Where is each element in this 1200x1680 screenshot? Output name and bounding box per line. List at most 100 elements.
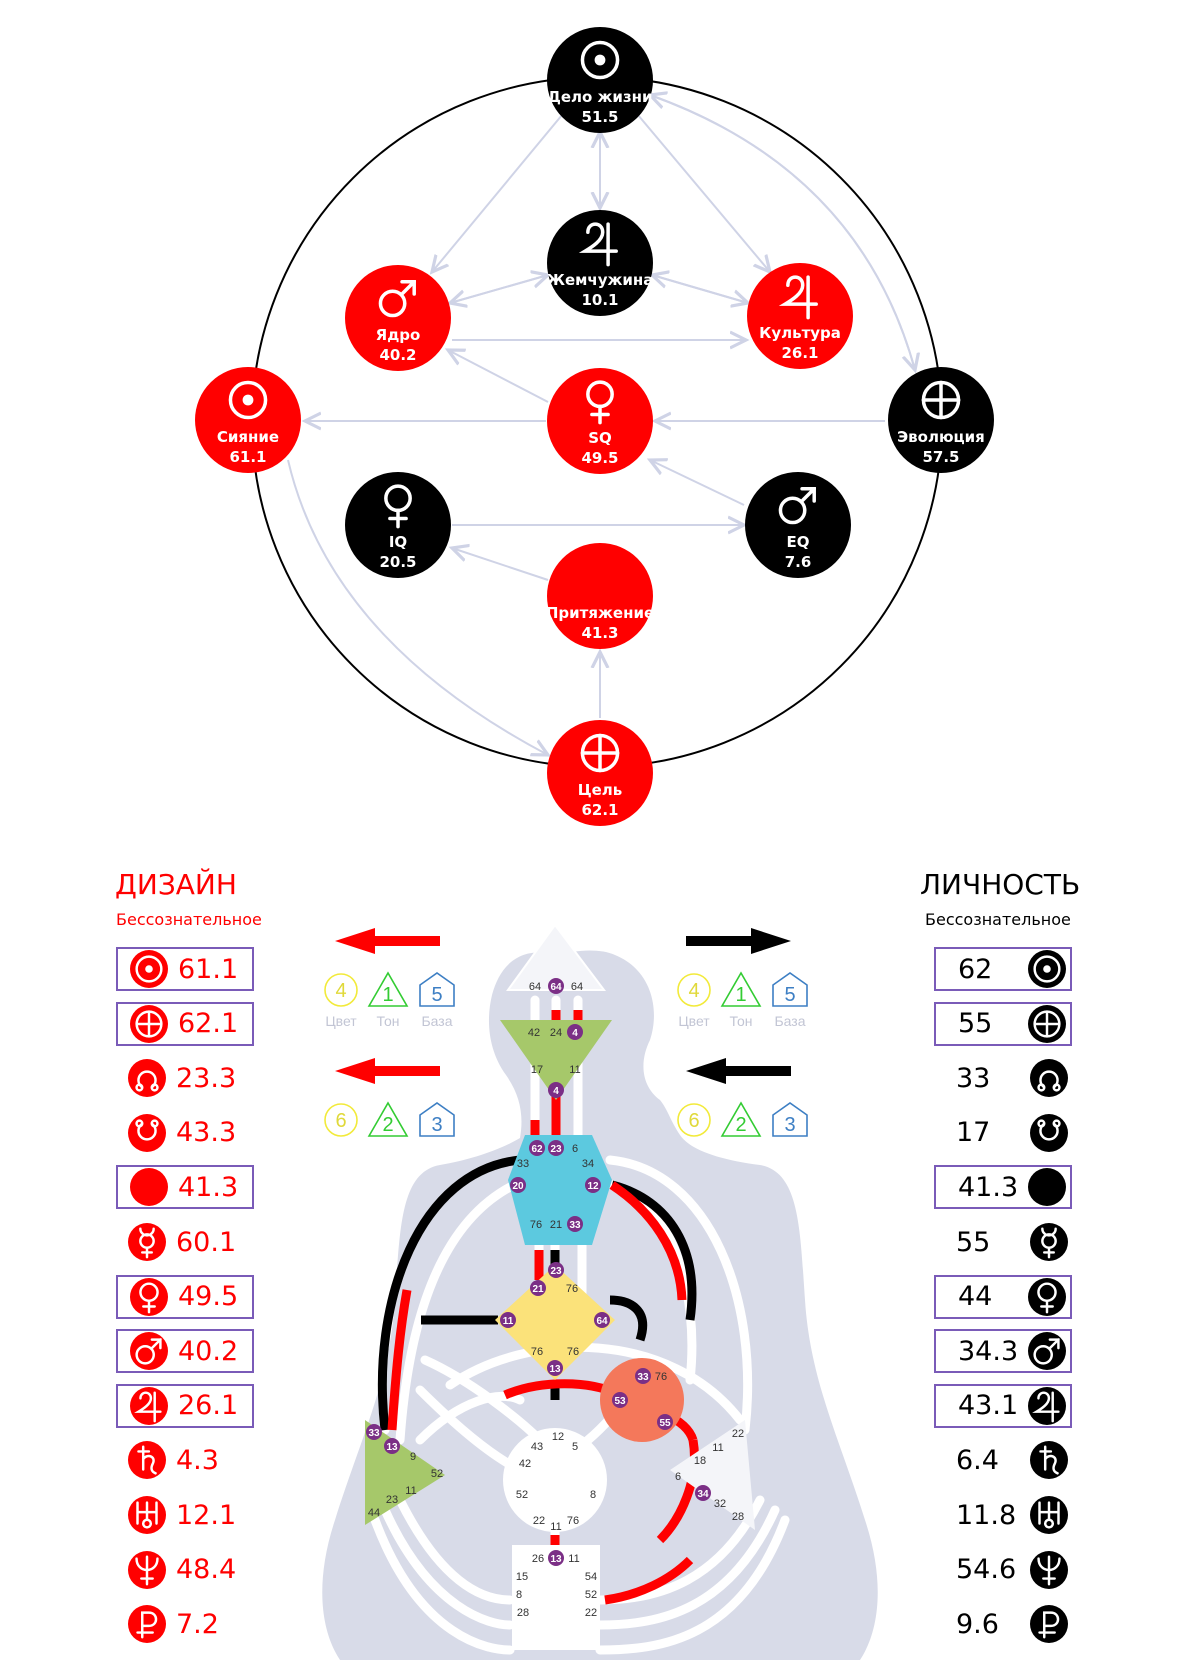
saturn-icon: [128, 1441, 166, 1480]
channel-solar-root-3: [595, 1515, 790, 1655]
color-label: Цвет: [325, 1013, 357, 1029]
personality-planet-row: 17: [934, 1111, 1072, 1155]
jupiter-icon: [1028, 1386, 1066, 1425]
gate-activation: 21: [530, 1280, 546, 1296]
gate-number: 43: [531, 1441, 543, 1453]
color-circle-icon: [324, 973, 358, 1007]
gate-number: 28: [517, 1607, 529, 1619]
venus-icon: [139, 1282, 159, 1314]
south-node-icon: [128, 1113, 166, 1152]
north-node-icon: [135, 1070, 159, 1092]
gate-dot: [695, 1485, 711, 1501]
personality-planet-row: 54.6: [934, 1548, 1072, 1592]
wheel-node-label: Ядро: [376, 326, 421, 344]
design-planet-row: 23.3: [116, 1056, 254, 1100]
channel-spleen-root-1: [395, 1495, 515, 1605]
personality-planet-row: 34.3: [934, 1329, 1072, 1374]
wheel-node-label: IQ: [389, 533, 407, 551]
moon-icon: [141, 1175, 153, 1199]
personality-planet-row: 41.3: [934, 1165, 1072, 1210]
neptune-icon: [135, 1555, 159, 1586]
gate-number: 22: [585, 1607, 597, 1619]
sun-icon: [580, 40, 620, 80]
gate-number: 8: [590, 1489, 596, 1501]
saturn-icon: [1030, 1441, 1068, 1480]
color-number: 4: [688, 980, 699, 1002]
mars-icon: [778, 487, 816, 525]
gate-number: 64: [571, 981, 583, 993]
personality-planet-row: 55: [934, 1001, 1072, 1046]
personality-planet-value: 62: [958, 953, 993, 985]
gate-number: 76: [566, 1283, 578, 1295]
gate-activation: 13: [547, 1360, 563, 1376]
design-planet-row: 48.4: [116, 1548, 254, 1592]
gate-dot: [548, 1550, 564, 1566]
gate-number: 9: [410, 1451, 416, 1463]
sun-icon: [135, 955, 163, 983]
gate-activation: 12: [585, 1177, 601, 1193]
mercury-icon: [139, 1227, 155, 1259]
gate-dot-number: 13: [550, 1554, 562, 1565]
gate-dot: [384, 1438, 400, 1454]
wheel-diagram: Дело жизни 51.5 Жемчужина 10.1 Ядро 40.2 Культ…: [195, 27, 994, 826]
tone-triangle-icon: [720, 1101, 762, 1137]
venus-icon: [1037, 1282, 1057, 1314]
gate-dot-number: 12: [587, 1181, 599, 1192]
gate-number: 34: [582, 1158, 594, 1170]
channel-solar-root-2: [595, 1505, 780, 1630]
gate-activation: 11: [500, 1312, 516, 1328]
gate-activation: 13: [548, 1550, 564, 1566]
personality-planet-row: 6.4: [934, 1438, 1072, 1482]
personality-subtitle: Бессознательное: [925, 910, 1071, 929]
activation-22-red: [604, 1556, 694, 1605]
design-planet-row: 62.1: [116, 1001, 254, 1046]
neptune-icon: [1030, 1550, 1068, 1589]
design-planet-row: 61.1: [116, 947, 254, 991]
base-house-icon: [419, 972, 455, 1007]
g-center: [495, 1265, 615, 1380]
gate-number: 21: [550, 1219, 562, 1231]
color-label: Цвет: [678, 1013, 710, 1029]
personality-planet-value: 54.6: [956, 1554, 1017, 1586]
gate-dot-number: 64: [596, 1316, 608, 1327]
design-planet-value: 62.1: [178, 1008, 239, 1040]
arrow-evolution-delo: [650, 95, 916, 371]
jupiter-icon: [1032, 1391, 1060, 1423]
personality-planet-value: 34.3: [958, 1335, 1019, 1367]
design-planet-row: 26.1: [116, 1383, 254, 1428]
channel-throat-solar-outer: [605, 1155, 753, 1435]
activation-34-red: [656, 1439, 699, 1544]
design-planet-value: 4.3: [176, 1444, 219, 1476]
gate-number: 11: [712, 1442, 723, 1454]
gate-dot-number: 53: [614, 1396, 626, 1407]
wheel-node-value: 20.5: [379, 553, 416, 571]
color-circle-icon: [324, 1103, 358, 1137]
earth-icon: [1028, 1004, 1066, 1043]
gate-dot: [530, 1280, 546, 1296]
pluto-icon: [128, 1605, 166, 1644]
saturn-icon: [1039, 1445, 1059, 1475]
wheel-node-circle: [547, 720, 653, 826]
gate-number: 11: [569, 1064, 580, 1076]
gate-dot: [548, 1082, 564, 1098]
wheel-node-circle: [747, 263, 853, 369]
gate-number: 17: [531, 1064, 543, 1076]
gate-activation: 33: [366, 1424, 382, 1440]
wheel-node-label: Сияние: [217, 428, 279, 446]
base-label: База: [421, 1013, 452, 1029]
design-planet-row: 49.5: [116, 1274, 254, 1319]
gate-number: 23: [386, 1494, 398, 1506]
jupiter-icon: [578, 222, 618, 267]
gate-number: 26: [532, 1553, 544, 1565]
gate-activation: 13: [384, 1438, 400, 1454]
gate-dot-number: 55: [659, 1418, 671, 1429]
wheel-node-value: 61.1: [229, 448, 266, 466]
wheel-node-value: 41.3: [581, 624, 618, 642]
gate-number: 44: [368, 1507, 380, 1519]
gate-dot: [585, 1177, 601, 1193]
arrow-delo-core: [432, 114, 563, 272]
personality-variables-row: 4 1 5 Цвет Тон База: [677, 971, 808, 1029]
base-number: 3: [784, 1114, 795, 1136]
design-variables-row: 6 2 3: [324, 1101, 455, 1137]
